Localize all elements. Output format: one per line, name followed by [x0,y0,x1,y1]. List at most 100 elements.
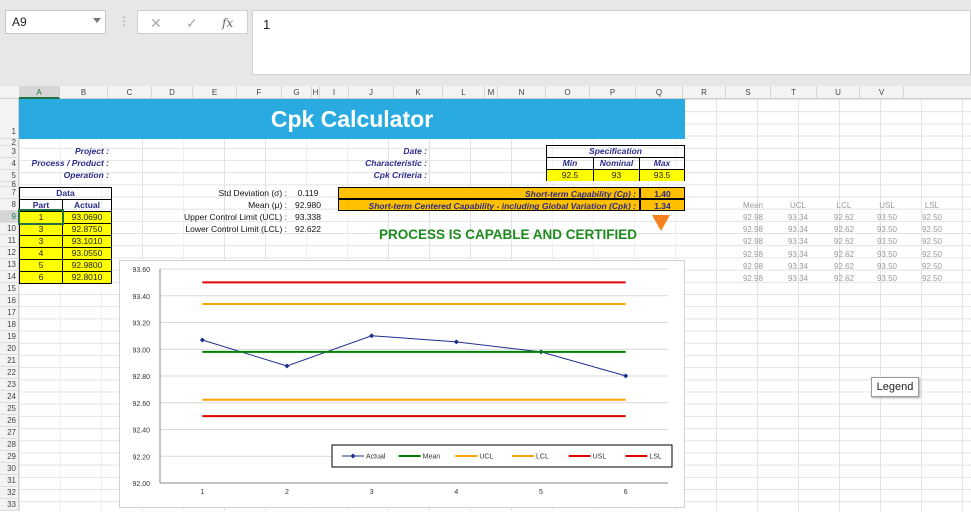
column-header-t[interactable]: T [771,86,817,99]
spec-nominal-value[interactable]: 93 [593,169,639,181]
helper-cell[interactable]: 93.34 [787,225,809,235]
helper-cell[interactable]: 92.62 [833,249,855,259]
formula-input[interactable]: 1 [252,10,971,75]
row-header-6[interactable]: 6 [0,181,19,189]
part-cell[interactable]: 1 [18,209,64,225]
row-header-33[interactable]: 33 [0,499,19,511]
row-header-18[interactable]: 18 [0,319,19,331]
row-header-19[interactable]: 19 [0,331,19,343]
helper-cell[interactable]: 92.62 [833,213,855,222]
column-header-u[interactable]: U [817,86,860,99]
column-header-f[interactable]: F [237,86,282,99]
actual-cell[interactable]: 92.8010 [62,271,111,283]
check-icon[interactable]: ✓ [186,15,198,31]
row-header-8[interactable]: 8 [0,199,19,211]
column-header-h[interactable]: H [312,86,320,99]
column-header-n[interactable]: N [498,86,546,99]
capability-value[interactable]: 1.40 [640,187,685,199]
column-header-m[interactable]: M [485,86,498,99]
row-header-29[interactable]: 29 [0,451,19,463]
row-header-22[interactable]: 22 [0,367,19,379]
row-header-26[interactable]: 26 [0,415,19,427]
row-header-10[interactable]: 10 [0,223,19,235]
row-header-17[interactable]: 17 [0,307,19,319]
row-header-5[interactable]: 5 [0,170,19,182]
row-header-14[interactable]: 14 [0,271,19,283]
row-header-13[interactable]: 13 [0,259,19,271]
chevron-down-icon[interactable] [93,18,101,23]
control-chart[interactable]: 92.00 92.20 92.40 92.60 92.80 93.00 93.20 93.40… [119,260,685,508]
column-header-d[interactable]: D [152,86,193,99]
name-box[interactable]: A9 [5,10,106,34]
row-header-28[interactable]: 28 [0,439,19,451]
helper-cell[interactable]: 92.50 [921,213,943,222]
helper-cell[interactable]: 92.50 [921,261,943,271]
actual-cell[interactable]: 93.0690 [62,211,111,223]
row-header-4[interactable]: 4 [0,158,19,170]
row-header-7[interactable]: 7 [0,187,19,199]
column-header-l[interactable]: L [443,86,485,99]
spec-max-value[interactable]: 93.5 [639,169,684,181]
helper-cell[interactable]: 92.62 [833,225,855,235]
helper-cell[interactable]: 92.62 [833,274,855,283]
helper-cell[interactable]: 93.34 [787,274,809,283]
column-header-i[interactable]: I [320,86,349,99]
actual-cell[interactable]: 93.0550 [62,247,111,259]
row-header-23[interactable]: 23 [0,379,19,391]
helper-cell[interactable]: 92.50 [921,249,943,259]
part-cell[interactable]: 4 [20,247,62,259]
row-header-16[interactable]: 16 [0,295,19,307]
helper-cell[interactable]: 93.50 [876,225,898,235]
actual-cell[interactable]: 92.8750 [62,223,111,235]
stat-value[interactable]: 92.980 [295,200,321,210]
stat-value[interactable]: 93.338 [295,212,321,222]
column-header-c[interactable]: C [108,86,152,99]
row-header-2[interactable]: 2 [0,139,19,147]
stat-value[interactable]: 0.119 [297,188,319,198]
helper-cell[interactable]: 93.50 [876,237,898,247]
row-header-24[interactable]: 24 [0,391,19,403]
row-header-1[interactable]: 1 [0,99,19,139]
stat-value[interactable]: 92.622 [295,224,321,234]
row-header-27[interactable]: 27 [0,427,19,439]
row-header-3[interactable]: 3 [0,146,19,158]
helper-cell[interactable]: 92.98 [742,225,764,235]
cancel-icon[interactable]: ✕ [150,15,162,31]
helper-cell[interactable]: 92.98 [742,213,764,222]
helper-cell[interactable]: 93.34 [787,249,809,259]
helper-cell[interactable]: 92.50 [921,225,943,235]
part-cell[interactable]: 6 [20,271,62,283]
column-header-p[interactable]: P [590,86,636,99]
spec-min-value[interactable]: 92.5 [547,169,593,181]
column-header-k[interactable]: K [394,86,443,99]
row-header-32[interactable]: 32 [0,487,19,499]
column-header-g[interactable]: G [282,86,312,99]
helper-cell[interactable]: 92.98 [742,261,764,271]
column-header-r[interactable]: R [683,86,726,99]
helper-cell[interactable]: 93.34 [787,237,809,247]
row-header-30[interactable]: 30 [0,463,19,475]
helper-cell[interactable]: 92.50 [921,237,943,247]
column-header-a[interactable]: A [19,86,60,99]
helper-cell[interactable]: 93.50 [876,261,898,271]
helper-cell[interactable]: 92.98 [742,237,764,247]
helper-cell[interactable]: 93.34 [787,261,809,271]
row-header-11[interactable]: 11 [0,235,19,247]
row-header-20[interactable]: 20 [0,343,19,355]
helper-cell[interactable]: 93.50 [876,213,898,222]
helper-cell[interactable]: 92.62 [833,237,855,247]
column-header-v[interactable]: V [860,86,904,99]
column-header-j[interactable]: J [349,86,394,99]
row-header-15[interactable]: 15 [0,283,19,295]
helper-cell[interactable]: 93.34 [787,213,809,222]
helper-cell[interactable]: 93.50 [876,249,898,259]
capability-value[interactable]: 1.34 [640,199,685,211]
helper-cell[interactable]: 92.98 [742,274,764,283]
column-header-o[interactable]: O [546,86,590,99]
actual-cell[interactable]: 92.9800 [62,259,111,271]
row-header-21[interactable]: 21 [0,355,19,367]
legend-button[interactable]: Legend [871,377,919,397]
row-header-12[interactable]: 12 [0,247,19,259]
part-cell[interactable]: 3 [20,235,62,247]
helper-cell[interactable]: 92.50 [921,274,943,283]
